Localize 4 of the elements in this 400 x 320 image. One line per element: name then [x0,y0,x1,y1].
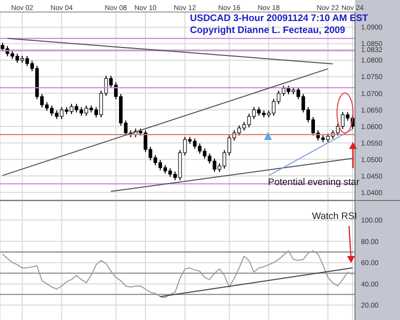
chart-title: USDCAD 3-Hour 20091124 7:10 AM EST [190,13,368,24]
annotation: Potential evening star [268,177,360,188]
text: Copyright Dianne L. Fecteau, 2009 [190,25,346,36]
line-series [2,250,354,298]
